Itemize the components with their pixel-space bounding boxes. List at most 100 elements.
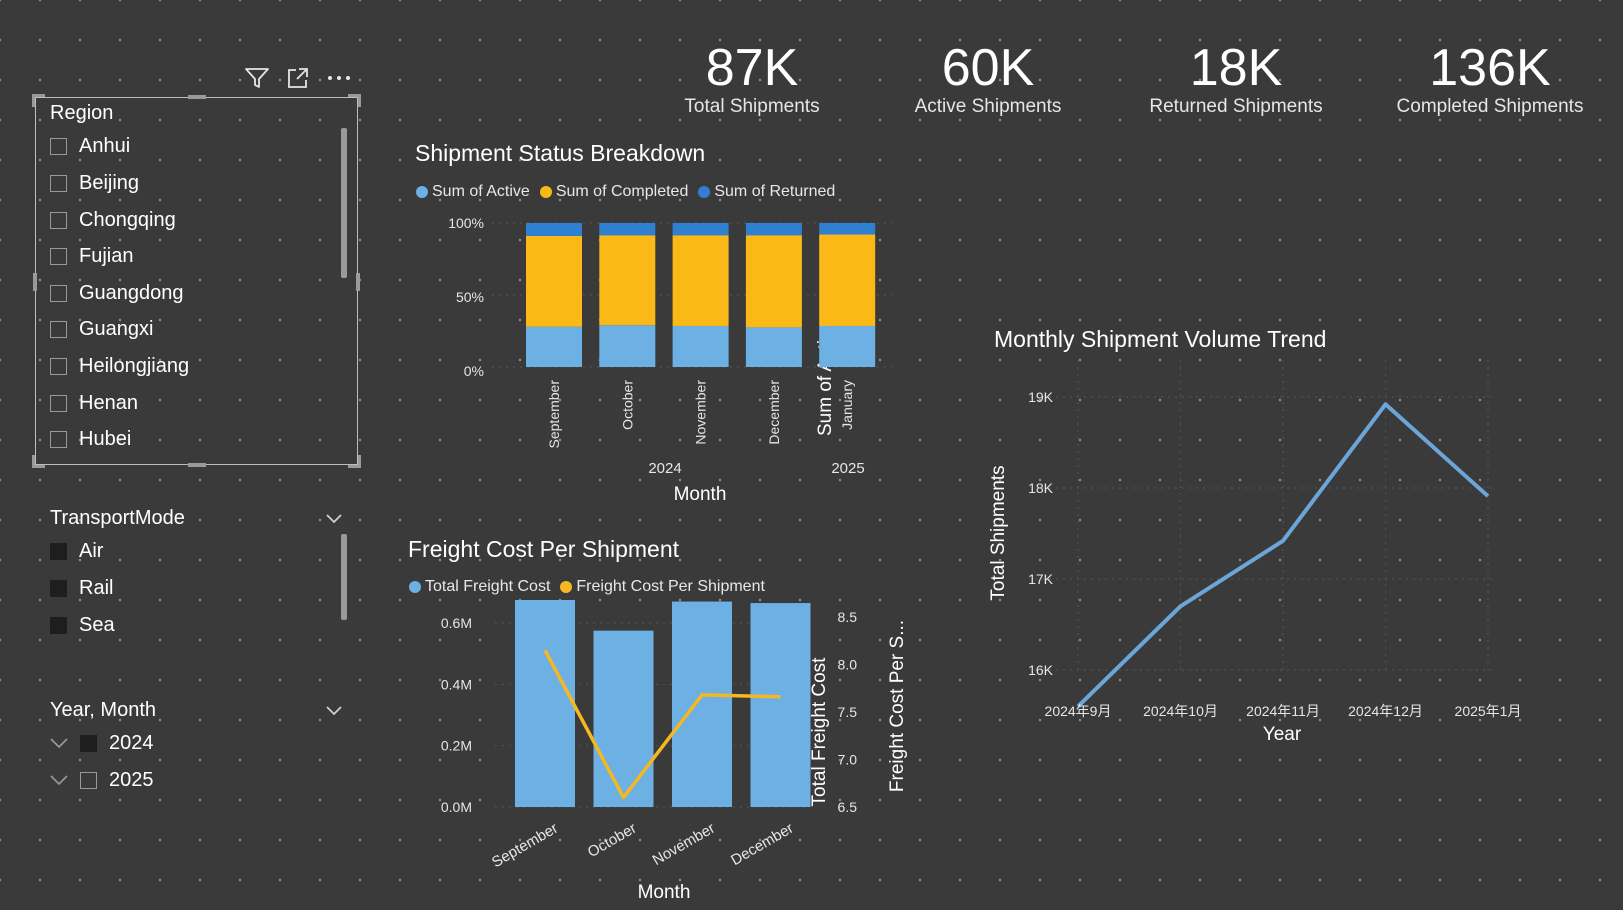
y2-tick-label: 7.5	[838, 704, 858, 720]
more-options-icon[interactable]	[326, 66, 352, 90]
kpi-value: 18K	[1189, 39, 1283, 97]
region-item-heilongjiang[interactable]: Heilongjiang	[50, 350, 189, 382]
checkbox[interactable]	[50, 247, 67, 265]
checkbox[interactable]	[80, 734, 97, 752]
kpi-returned-shipments: 18K Returned Shipments	[1126, 38, 1346, 118]
bar-segment-sum-of-completed	[819, 234, 876, 326]
freight-bar	[515, 600, 575, 807]
region-item-hubei[interactable]: Hubei	[50, 423, 131, 455]
checkbox[interactable]	[50, 174, 67, 192]
legend-item[interactable]: Total Freight Cost	[409, 578, 550, 596]
transportmode-scrollbar[interactable]	[341, 534, 347, 620]
bar-segment-sum-of-completed	[672, 235, 729, 326]
y-tick-label: 0.4M	[441, 676, 472, 692]
region-item-fujian[interactable]: Fujian	[50, 240, 133, 272]
legend-item[interactable]: Sum of Completed	[539, 183, 688, 201]
bar-segment-sum-of-completed	[745, 235, 802, 328]
region-item-anhui[interactable]: Anhui	[50, 130, 130, 162]
resize-handle[interactable]	[356, 273, 360, 291]
freight-chart-legend: Total Freight Cost Freight Cost Per Ship…	[409, 578, 765, 596]
legend-label: Sum of Returned	[714, 183, 836, 200]
region-slicer	[32, 94, 361, 468]
resize-handle[interactable]	[33, 273, 37, 291]
region-item-label: Henan	[79, 391, 138, 414]
region-slicer-title: Region	[50, 102, 114, 124]
resize-handle[interactable]	[348, 94, 361, 107]
year-item-label: 2025	[109, 768, 154, 791]
trend-chart-title: Monthly Shipment Volume Trend	[994, 326, 1327, 352]
legend-dot	[560, 581, 573, 593]
x-tick-label: 2024年11月	[1246, 703, 1320, 719]
resize-handle[interactable]	[32, 455, 45, 468]
x-tick-label: 2024年9月	[1045, 703, 1112, 719]
resize-handle[interactable]	[188, 95, 206, 99]
region-item-label: Heilongjiang	[79, 354, 190, 377]
transport-item-label: Rail	[79, 576, 114, 599]
bar-segment-sum-of-returned	[745, 223, 802, 236]
legend-dot	[539, 186, 552, 198]
resize-handle[interactable]	[348, 455, 361, 468]
x-axis-label: Month	[674, 484, 727, 505]
expand-chevron-icon[interactable]	[48, 769, 70, 791]
bar-segment-sum-of-returned	[819, 223, 876, 235]
total-shipments-line	[1076, 402, 1490, 708]
y-tick-label: 19K	[1028, 389, 1054, 405]
region-item-henan[interactable]: Henan	[50, 387, 138, 419]
y-tick-label: 18K	[1028, 480, 1054, 496]
checkbox[interactable]	[50, 430, 67, 448]
x-tick-label: December	[728, 820, 796, 869]
bar-segment-sum-of-completed	[526, 235, 582, 327]
checkbox[interactable]	[50, 320, 67, 338]
region-item-label: Anhui	[79, 134, 131, 157]
checkbox[interactable]	[50, 137, 67, 155]
checkbox[interactable]	[50, 211, 67, 229]
transport-item-label: Sea	[79, 613, 115, 636]
region-item-beijing[interactable]: Beijing	[50, 167, 139, 199]
chevron-down-icon[interactable]	[323, 699, 345, 721]
x-tick-label: September	[489, 820, 561, 871]
resize-handle[interactable]	[32, 94, 45, 107]
legend-label: Sum of Active	[432, 183, 530, 200]
checkbox[interactable]	[50, 579, 67, 597]
transport-item-rail[interactable]: Rail	[50, 572, 113, 604]
visual-header-toolbar	[242, 64, 354, 92]
legend-item[interactable]: Sum of Returned	[698, 183, 835, 201]
legend-dot	[409, 581, 421, 593]
region-item-label: Guangxi	[79, 317, 154, 340]
region-item-guangdong[interactable]: Guangdong	[50, 277, 184, 309]
checkbox[interactable]	[50, 357, 67, 375]
focus-mode-icon[interactable]	[286, 66, 310, 90]
y-tick-label: 16K	[1028, 662, 1054, 678]
checkbox[interactable]	[50, 542, 67, 560]
transport-item-air[interactable]: Air	[50, 535, 103, 567]
transport-item-sea[interactable]: Sea	[50, 609, 115, 641]
kpi-label: Total Shipments	[684, 96, 820, 117]
resize-handle[interactable]	[188, 463, 206, 467]
x-tick-label: September	[546, 380, 562, 449]
region-item-label: Fujian	[79, 244, 134, 267]
year-item-2024[interactable]: 2024	[48, 727, 154, 759]
checkbox[interactable]	[50, 394, 67, 412]
x-tick-label: 2024年12月	[1348, 703, 1423, 719]
year-item-2025[interactable]: 2025	[48, 764, 154, 796]
checkbox[interactable]	[50, 284, 67, 302]
yearmonth-slicer-title: Year, Month	[50, 699, 157, 721]
legend-item[interactable]: Freight Cost Per Shipment	[560, 578, 765, 596]
bar-segment-sum-of-returned	[599, 223, 656, 236]
region-scrollbar[interactable]	[341, 128, 347, 278]
y-axis-label: Total Shipments	[988, 465, 1009, 600]
region-item-guangxi[interactable]: Guangxi	[50, 313, 154, 345]
x-tick-label: 2025年1月	[1455, 703, 1522, 719]
expand-chevron-icon[interactable]	[48, 732, 70, 754]
checkbox[interactable]	[50, 616, 67, 634]
region-item-chongqing[interactable]: Chongqing	[50, 204, 176, 236]
bar-segment-sum-of-active	[526, 326, 582, 367]
y-tick-label: 100%	[448, 215, 484, 231]
legend-item[interactable]: Sum of Active	[416, 183, 530, 201]
x-axis-label: Month	[638, 882, 691, 903]
y-tick-label: 0.0M	[441, 799, 472, 815]
filter-icon[interactable]	[244, 66, 270, 90]
checkbox[interactable]	[80, 771, 97, 789]
chevron-down-icon[interactable]	[323, 507, 345, 529]
status-chart-legend: Sum of Active Sum of Completed Sum of Re…	[416, 183, 835, 201]
